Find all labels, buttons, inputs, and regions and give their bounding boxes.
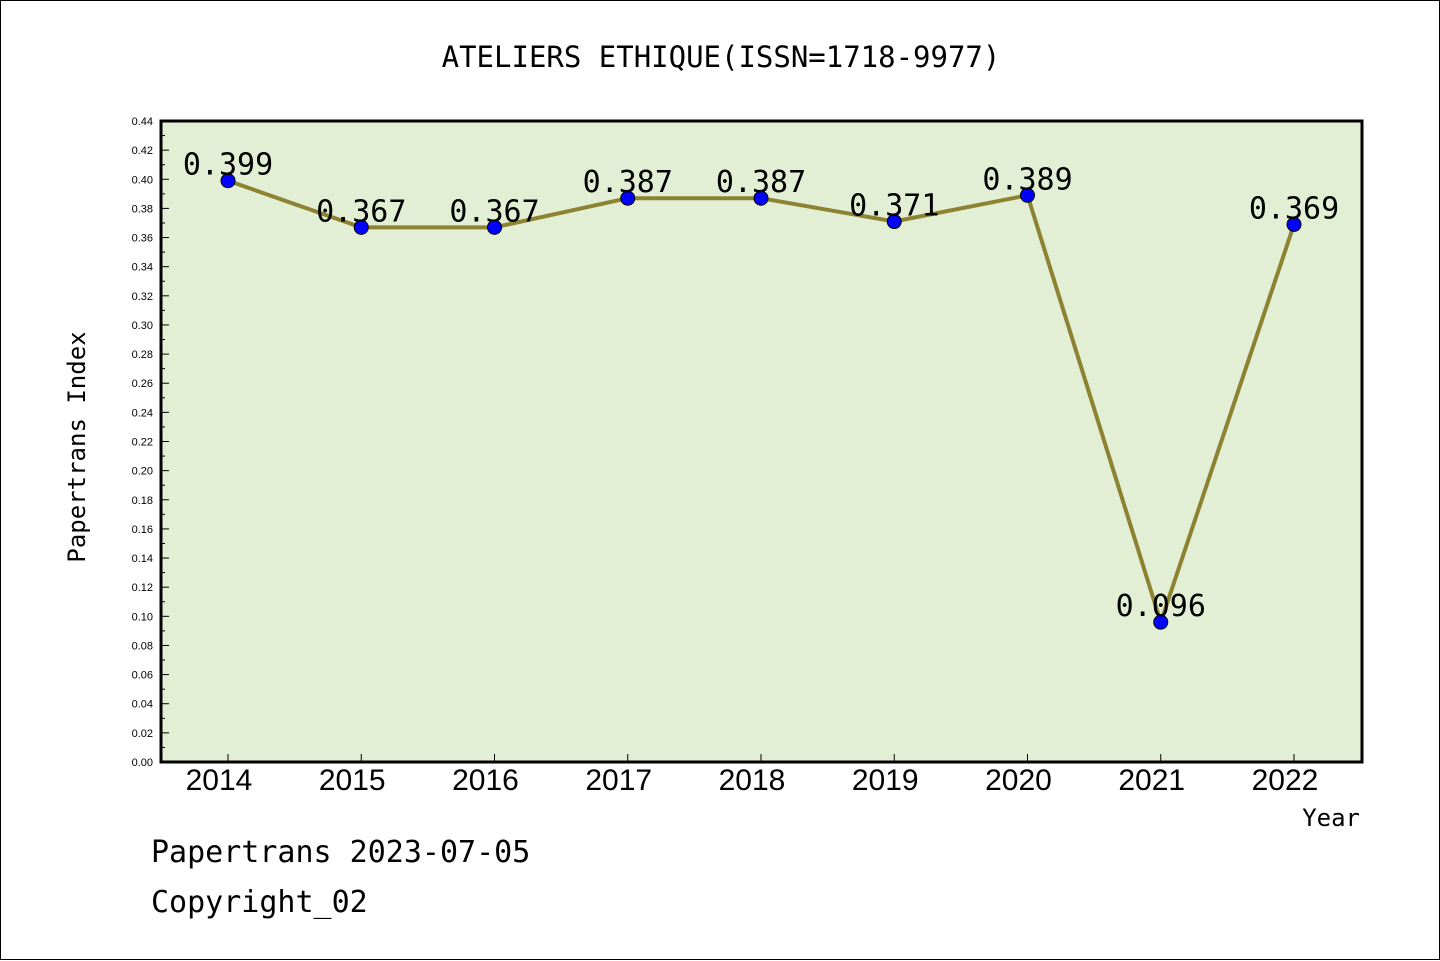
data-label: 0.399	[183, 148, 273, 183]
y-tick-label: 0.42	[132, 145, 153, 157]
y-tick-label: 0.26	[132, 378, 153, 390]
data-label: 0.371	[849, 189, 939, 224]
data-point	[1020, 187, 1035, 203]
data-point	[220, 173, 236, 189]
y-tick-label: 0.28	[132, 349, 153, 361]
data-point	[886, 214, 902, 230]
data-point	[487, 219, 502, 235]
y-tick-label: 0.44	[132, 116, 153, 128]
x-tick-label: 2018	[719, 764, 786, 797]
data-label: 0.367	[316, 194, 406, 229]
y-tick-label: 0.12	[132, 582, 153, 594]
data-point	[753, 190, 769, 206]
y-tick-label: 0.02	[132, 728, 153, 740]
y-tick-label: 0.06	[132, 670, 153, 682]
y-tick-label: 0.34	[132, 262, 153, 274]
x-tick-label: 2014	[186, 764, 253, 797]
y-tick-label: 0.38	[132, 203, 153, 215]
chart-title: ATELIERS ETHIQUE(ISSN=1718-9977)	[442, 40, 1001, 74]
x-tick-label: 2021	[1118, 764, 1185, 797]
y-tick-label: 0.22	[132, 437, 153, 449]
x-tick-label: 2020	[985, 764, 1052, 797]
footer-copyright: Copyright_02	[151, 885, 368, 920]
data-label: 0.367	[449, 194, 539, 229]
x-tick-label: 2022	[1252, 764, 1319, 797]
axis-ticks: 0.00 0.02 0.04 0.06 0.08 0.10 0.12 0.14 0.16 0.18…	[132, 116, 1319, 797]
y-tick-label: 0.24	[132, 407, 153, 419]
y-axis-label: Papertrans Index	[63, 331, 91, 562]
footer-date: Papertrans 2023-07-05	[151, 835, 531, 870]
y-tick-label: 0.20	[132, 466, 153, 478]
data-label: 0.387	[583, 165, 673, 200]
data-label: 0.389	[982, 162, 1072, 197]
data-point	[620, 190, 636, 206]
y-tick-label: 0.32	[132, 291, 153, 303]
y-tick-label: 0.00	[132, 757, 153, 769]
y-tick-label: 0.08	[132, 640, 153, 652]
y-tick-label: 0.36	[132, 233, 153, 245]
x-axis-label: Year	[1302, 804, 1360, 832]
y-tick-label: 0.14	[132, 553, 153, 565]
y-tick-label: 0.10	[132, 611, 153, 623]
series-layer: 0.399 0.367 0.367 0.387 0.387 0.371 0.389 0.096…	[183, 148, 1339, 630]
y-tick-label: 0.18	[132, 495, 153, 507]
x-tick-label: 2017	[585, 764, 652, 797]
y-tick-label: 0.16	[132, 524, 153, 536]
data-label: 0.369	[1249, 191, 1339, 226]
x-tick-label: 2016	[452, 764, 519, 797]
data-label: 0.096	[1116, 589, 1206, 624]
data-point	[353, 219, 369, 235]
data-label: 0.387	[716, 165, 806, 200]
x-tick-label: 2015	[319, 764, 386, 797]
data-point	[1153, 614, 1169, 630]
y-tick-label: 0.40	[132, 174, 153, 186]
data-point	[1286, 216, 1302, 232]
x-tick-label: 2019	[852, 764, 919, 797]
y-tick-label: 0.04	[132, 699, 153, 711]
y-tick-label: 0.30	[132, 320, 153, 332]
